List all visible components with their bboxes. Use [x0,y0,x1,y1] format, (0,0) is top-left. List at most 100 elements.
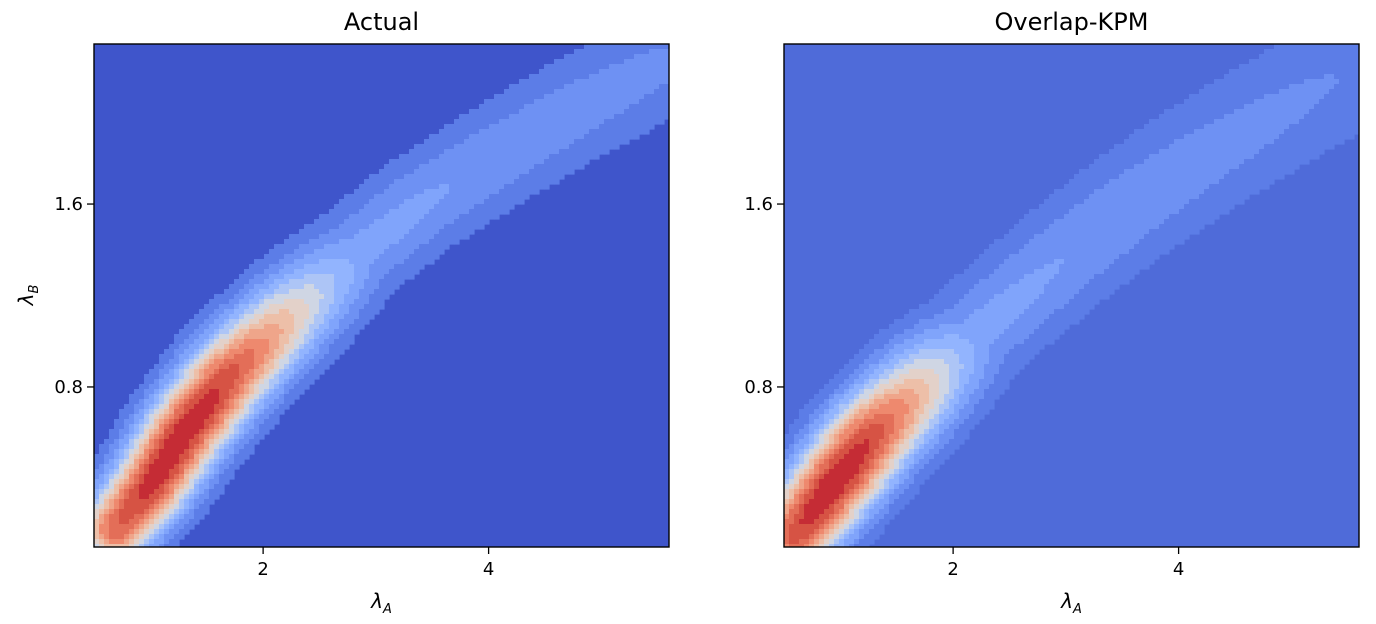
contour-cell [439,184,445,190]
contour-cell [664,104,669,110]
contour-cell [1124,239,1130,245]
contour-cell [659,99,665,105]
contour-cell [374,304,380,310]
contour-cell [109,534,115,540]
contour-cell [1299,149,1305,155]
contour-cell [624,44,630,50]
contour-cell [374,204,380,210]
contour-cell [309,319,315,325]
contour-cell [1114,144,1120,150]
contour-cell [259,384,265,390]
contour-cell [1214,129,1220,135]
contour-cell [459,224,465,230]
contour-cell [1089,269,1095,275]
contour-cell [584,49,590,55]
contour-cell [224,289,230,295]
contour-cell [239,384,245,390]
contour-cell [1284,149,1290,155]
contour-cell [224,309,230,315]
contour-cell [359,194,365,200]
contour-cell [259,334,265,340]
contour-cell [569,144,575,150]
contour-cell [1059,219,1065,225]
contour-cell [329,334,335,340]
contour-cell [624,104,630,110]
contour-cell [1099,194,1105,200]
contour-cell [654,54,660,60]
contour-cell [464,234,470,240]
contour-cell [454,129,460,135]
contour-cell [539,154,545,160]
contour-cell [1219,204,1225,210]
contour-cell [1174,189,1180,195]
contour-cell [319,329,325,335]
contour-cell [1294,59,1300,65]
contour-cell [224,404,230,410]
contour-cell [1269,104,1275,110]
contour-cell [199,314,205,320]
contour-cell [609,84,615,90]
contour-cell [184,464,190,470]
contour-cell [519,79,525,85]
contour-cell [464,189,470,195]
contour-cell [99,494,105,500]
contour-cell [649,89,655,95]
contour-cell [1229,204,1235,210]
contour-cell [174,334,180,340]
contour-cell [359,299,365,305]
contour-cell [219,319,225,325]
contour-cell [1284,144,1290,150]
contour-cell [119,539,125,545]
contour-cell [189,504,195,510]
contour-cell [1294,129,1300,135]
contour-cell [109,434,115,440]
contour-cell [1189,139,1195,145]
contour-cell [394,159,400,165]
contour-cell [384,189,390,195]
contour-cell [1244,89,1250,95]
contour-cell [334,324,340,330]
contour-cell [254,314,260,320]
contour-cell [614,94,620,100]
contour-cell [1224,89,1230,95]
contour-cell [1249,89,1255,95]
contour-cell [1239,79,1245,85]
contour-cell [1204,164,1210,170]
contour-cell [479,164,485,170]
contour-cell [1239,129,1245,135]
contour-cell [514,84,520,90]
contour-cell [154,374,160,380]
contour-cell [1309,114,1315,120]
contour-cell [259,339,265,345]
contour-cell [994,259,1000,265]
contour-cell [964,269,970,275]
contour-cell [1134,209,1140,215]
contour-cell [294,379,300,385]
contour-cell [174,354,180,360]
contour-cell [144,419,150,425]
contour-cell [1329,84,1335,90]
contour-cell [484,99,490,105]
contour-cell [189,454,195,460]
contour-cell [369,244,375,250]
contour-cell [149,534,155,540]
contour-cell [439,239,445,245]
contour-cell [439,129,445,135]
contour-cell [1324,49,1330,55]
contour-cell [279,279,285,285]
contour-cell [149,414,155,420]
contour-cell [529,159,535,165]
contour-cell [479,154,485,160]
contour-cell [1309,59,1315,65]
contour-cell [249,324,255,330]
contour-cell [539,119,545,125]
contour-cell [1059,204,1065,210]
contour-cell [294,364,300,370]
contour-cell [1024,244,1030,250]
contour-cell [214,484,220,490]
contour-cell [644,64,650,70]
contour-cell [204,354,210,360]
contour-cell [159,459,165,465]
contour-cell [419,144,425,150]
contour-cell [544,79,550,85]
